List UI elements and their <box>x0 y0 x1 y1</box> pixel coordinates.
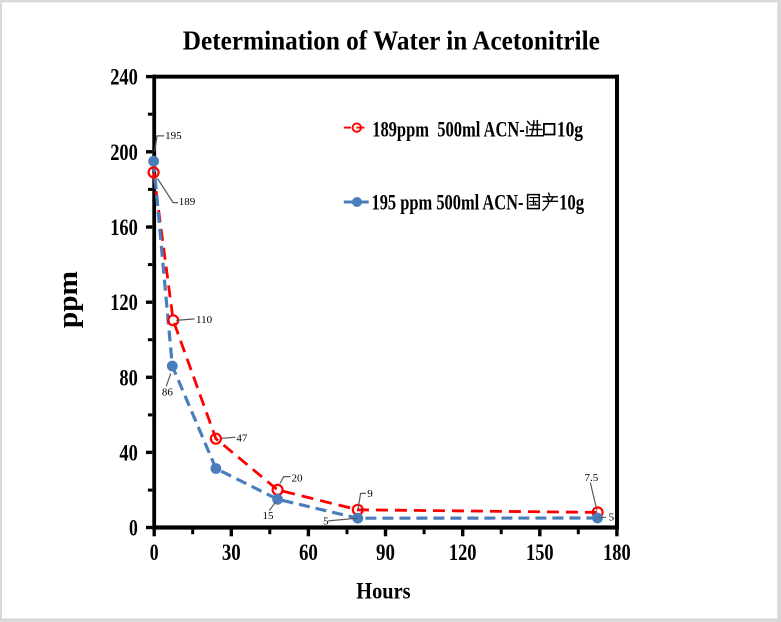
svg-text:110: 110 <box>196 314 213 326</box>
svg-text:20: 20 <box>292 473 304 485</box>
svg-text:5: 5 <box>609 512 615 524</box>
svg-text:86: 86 <box>162 387 174 399</box>
svg-text:47: 47 <box>236 432 248 444</box>
svg-text:240: 240 <box>110 65 138 91</box>
svg-text:15: 15 <box>263 510 275 522</box>
svg-text:5: 5 <box>323 516 329 528</box>
svg-text:195: 195 <box>165 130 182 142</box>
svg-text:60: 60 <box>299 540 318 566</box>
svg-text:10g: 10g <box>557 116 583 141</box>
svg-text:160: 160 <box>110 215 138 241</box>
svg-text:Hours: Hours <box>356 579 410 604</box>
svg-text:180: 180 <box>603 540 631 566</box>
svg-text:195 ppm 500ml ACN-: 195 ppm 500ml ACN- <box>372 190 524 215</box>
svg-text:120: 120 <box>110 290 138 316</box>
svg-text:0: 0 <box>150 540 159 566</box>
svg-text:7.5: 7.5 <box>585 472 599 484</box>
svg-text:9: 9 <box>367 488 373 500</box>
svg-text:30: 30 <box>222 540 241 566</box>
svg-text:Determination of Water in Acet: Determination of Water in Acetonitrile <box>183 25 600 55</box>
svg-text:80: 80 <box>119 365 137 391</box>
svg-text:200: 200 <box>110 140 138 166</box>
svg-text:10g: 10g <box>559 190 584 215</box>
svg-text:120: 120 <box>449 540 477 566</box>
svg-text:90: 90 <box>376 540 395 566</box>
svg-text:40: 40 <box>119 440 137 466</box>
svg-text:ppm: ppm <box>53 271 84 328</box>
svg-text:189: 189 <box>179 196 196 208</box>
svg-text:150: 150 <box>526 540 554 566</box>
svg-text:189ppm 500ml ACN-: 189ppm 500ml ACN- <box>372 116 525 141</box>
svg-text:0: 0 <box>129 516 138 542</box>
